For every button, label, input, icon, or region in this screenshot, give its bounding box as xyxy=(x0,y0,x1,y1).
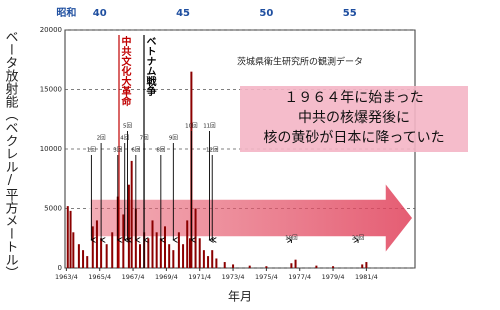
bar xyxy=(223,262,226,268)
test-label: 20回 xyxy=(352,235,365,242)
message-line: １９６４年に始まった xyxy=(284,90,423,106)
y-tick-label: 20000 xyxy=(40,26,62,34)
bar xyxy=(139,244,141,268)
test-label: 10回 xyxy=(185,123,198,130)
bar xyxy=(69,210,72,268)
bar xyxy=(182,244,185,268)
x-tick-label: 1975/4 xyxy=(255,273,278,281)
test-label: 2回 xyxy=(97,135,106,142)
y-axis-title: ベータ放射能（ベクレル/平方メートル） xyxy=(3,30,19,279)
bar xyxy=(332,266,335,268)
bar xyxy=(198,238,201,268)
top-tick-label: 55 xyxy=(343,8,357,19)
bar xyxy=(66,206,69,268)
x-tick-label: 1979/4 xyxy=(322,273,345,281)
bar xyxy=(172,250,175,268)
event-label: 中共文化大革命 xyxy=(119,35,132,107)
bar xyxy=(147,238,150,268)
x-tick-label: 1965/4 xyxy=(88,273,111,281)
y-tick-label: 0 xyxy=(58,264,62,272)
bar xyxy=(151,220,154,268)
bar xyxy=(155,232,158,268)
y-tick-label: 5000 xyxy=(44,205,62,213)
bar xyxy=(105,244,108,268)
x-tick-label: 1971/4 xyxy=(188,273,211,281)
bar xyxy=(189,238,191,268)
bar xyxy=(186,220,189,268)
bar xyxy=(159,238,162,268)
test-label: 3回 xyxy=(113,147,122,154)
source-note: 茨城県衛生研究所の観測データ xyxy=(237,56,363,68)
message-box xyxy=(240,86,468,152)
x-axis-title: 年月 xyxy=(228,290,252,304)
bar xyxy=(265,266,268,268)
test-label: 8回 xyxy=(156,147,165,154)
top-tick-label: 40 xyxy=(93,8,107,19)
top-tick-label: 45 xyxy=(176,8,190,19)
bar xyxy=(164,226,166,268)
bar xyxy=(248,265,251,268)
bar xyxy=(130,160,133,268)
bar xyxy=(215,258,218,268)
bar xyxy=(290,263,293,268)
trend-arrow xyxy=(89,180,414,256)
bar xyxy=(95,220,98,268)
bar xyxy=(202,250,205,268)
top-tick-label: 昭和 xyxy=(56,6,76,19)
bar xyxy=(72,232,75,268)
bar xyxy=(365,262,368,268)
bar xyxy=(207,256,210,268)
test-label: 12回 xyxy=(206,147,219,154)
bar xyxy=(315,265,318,268)
test-label: 5回 xyxy=(123,123,132,130)
test-label: 19回 xyxy=(285,235,298,242)
bar xyxy=(194,208,197,268)
x-tick-label: 1967/4 xyxy=(122,273,145,281)
bar xyxy=(82,250,85,268)
bar xyxy=(111,232,114,268)
event-label: ベトナム戦争 xyxy=(144,36,156,97)
x-tick-label: 1981/4 xyxy=(355,273,378,281)
bar xyxy=(211,250,214,268)
x-tick-label: 1973/4 xyxy=(222,273,245,281)
x-tick-label: 1977/4 xyxy=(288,273,311,281)
bar xyxy=(177,232,180,268)
y-tick-label: 10000 xyxy=(40,145,62,153)
test-label: 7回 xyxy=(140,135,149,142)
message-line: 核の黄砂が日本に降っていた xyxy=(263,129,444,146)
test-label: 9回 xyxy=(169,135,178,142)
bar xyxy=(86,256,89,268)
test-label: 1回 xyxy=(87,147,96,154)
bar xyxy=(168,244,171,268)
bar xyxy=(77,244,80,268)
bar xyxy=(361,264,364,268)
bar xyxy=(294,259,297,268)
bar xyxy=(100,238,103,268)
x-tick-label: 1969/4 xyxy=(155,273,178,281)
top-tick-label: 50 xyxy=(259,8,273,19)
test-label: 4回 xyxy=(120,135,129,142)
x-tick-label: 1963/4 xyxy=(55,273,78,281)
test-label: 6回 xyxy=(131,147,140,154)
bar xyxy=(122,214,125,268)
bar xyxy=(127,184,130,268)
bar xyxy=(91,226,94,268)
message-line: 中共の核爆発後に xyxy=(298,110,410,126)
bar xyxy=(232,264,235,268)
test-label: 11回 xyxy=(203,123,216,130)
y-tick-label: 15000 xyxy=(40,86,62,94)
